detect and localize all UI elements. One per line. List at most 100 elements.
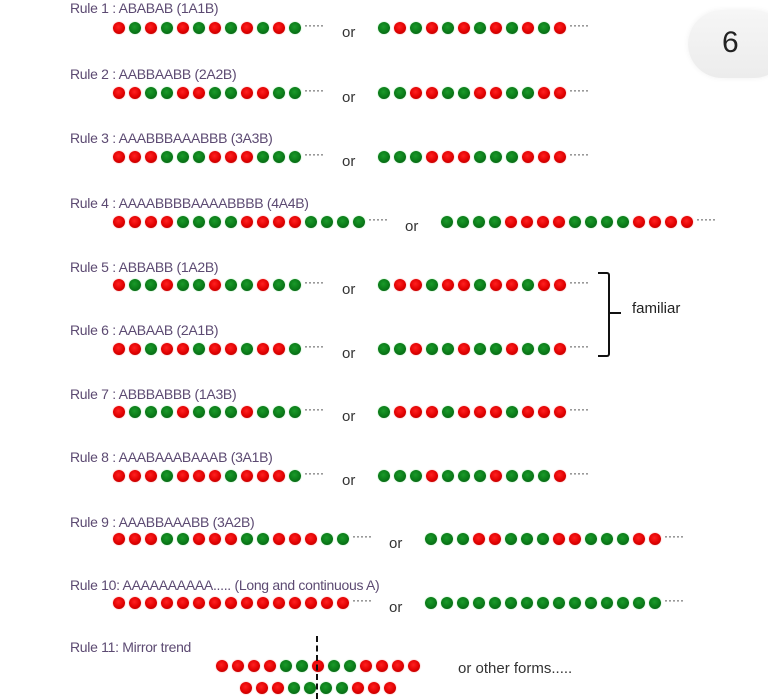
rule-10-label: Rule 10: AAAAAAAAAA..... (Long and conti…: [70, 577, 380, 593]
rule-1-label: Rule 1 : ABABAB (1A1B): [70, 0, 219, 16]
red-dot: [232, 660, 244, 672]
green-dot: [193, 279, 205, 291]
red-dot: [394, 279, 406, 291]
rule-5-label: Rule 5 : ABBABB (1A2B): [70, 259, 219, 275]
red-dot: [209, 279, 221, 291]
red-dot: [241, 406, 253, 418]
green-dot: [394, 87, 406, 99]
red-dot: [554, 279, 566, 291]
rule-1-sequence-a: ·····: [113, 19, 324, 35]
continuation-dots: ·····: [352, 529, 372, 543]
red-dot: [458, 343, 470, 355]
green-dot: [569, 216, 581, 228]
red-dot: [505, 216, 517, 228]
green-dot: [289, 279, 301, 291]
red-dot: [257, 597, 269, 609]
red-dot: [538, 279, 550, 291]
green-dot: [161, 406, 173, 418]
red-dot: [145, 216, 157, 228]
continuation-dots: ·····: [696, 212, 716, 226]
red-dot: [225, 533, 237, 545]
rule-1-or: or: [342, 24, 356, 41]
rule-7-label: Rule 7 : ABBBABBB (1A3B): [70, 386, 237, 402]
green-dot: [209, 406, 221, 418]
red-dot: [490, 87, 502, 99]
rule-10-or: or: [389, 599, 403, 616]
green-dot: [457, 533, 469, 545]
green-dot: [474, 470, 486, 482]
red-dot: [305, 597, 317, 609]
green-dot: [426, 279, 438, 291]
green-dot: [225, 22, 237, 34]
green-dot: [129, 279, 141, 291]
continuation-dots: ·····: [569, 83, 589, 97]
red-dot: [410, 343, 422, 355]
green-dot: [193, 406, 205, 418]
red-dot: [209, 470, 221, 482]
red-dot: [113, 216, 125, 228]
green-dot: [378, 343, 390, 355]
green-dot: [225, 470, 237, 482]
red-dot: [209, 22, 221, 34]
rule-6-sequence-a: ·····: [113, 340, 324, 356]
rule-5-sequence-a: ·····: [113, 276, 324, 292]
red-dot: [273, 216, 285, 228]
red-dot: [113, 533, 125, 545]
familiar-bracket-tick: [609, 312, 621, 314]
green-dot: [257, 406, 269, 418]
rule-5-sequence-b: ·····: [378, 276, 589, 292]
green-dot: [161, 22, 173, 34]
green-dot: [505, 533, 517, 545]
green-dot: [193, 343, 205, 355]
continuation-dots: ·····: [569, 466, 589, 480]
red-dot: [209, 533, 221, 545]
green-dot: [304, 682, 316, 694]
red-dot: [458, 151, 470, 163]
green-dot: [273, 406, 285, 418]
green-dot: [569, 597, 581, 609]
red-dot: [537, 216, 549, 228]
red-dot: [360, 660, 372, 672]
red-dot: [145, 470, 157, 482]
red-dot: [256, 682, 268, 694]
green-dot: [145, 279, 157, 291]
green-dot: [506, 406, 518, 418]
red-dot: [473, 533, 485, 545]
green-dot: [522, 87, 534, 99]
red-dot: [113, 597, 125, 609]
green-dot: [425, 533, 437, 545]
red-dot: [257, 470, 269, 482]
rule-2-sequence-a: ·····: [113, 84, 324, 100]
red-dot: [426, 87, 438, 99]
green-dot: [241, 343, 253, 355]
red-dot: [394, 22, 406, 34]
green-dot: [394, 343, 406, 355]
green-dot: [521, 533, 533, 545]
green-dot: [522, 470, 534, 482]
red-dot: [273, 343, 285, 355]
red-dot: [553, 533, 565, 545]
red-dot: [225, 343, 237, 355]
red-dot: [113, 406, 125, 418]
red-dot: [113, 343, 125, 355]
other-forms-label: or other forms.....: [458, 660, 573, 677]
red-dot: [145, 151, 157, 163]
red-dot: [553, 216, 565, 228]
red-dot: [129, 533, 141, 545]
rule-10-sequence-b: ·····: [425, 594, 684, 610]
familiar-bracket: [598, 272, 610, 357]
green-dot: [378, 470, 390, 482]
green-dot: [209, 87, 221, 99]
red-dot: [490, 406, 502, 418]
red-dot: [129, 216, 141, 228]
red-dot: [426, 151, 438, 163]
green-dot: [538, 22, 550, 34]
green-dot: [353, 216, 365, 228]
red-dot: [426, 22, 438, 34]
green-dot: [522, 343, 534, 355]
red-dot: [225, 597, 237, 609]
rule-5-or: or: [342, 281, 356, 298]
green-dot: [585, 533, 597, 545]
red-dot: [458, 279, 470, 291]
green-dot: [489, 216, 501, 228]
